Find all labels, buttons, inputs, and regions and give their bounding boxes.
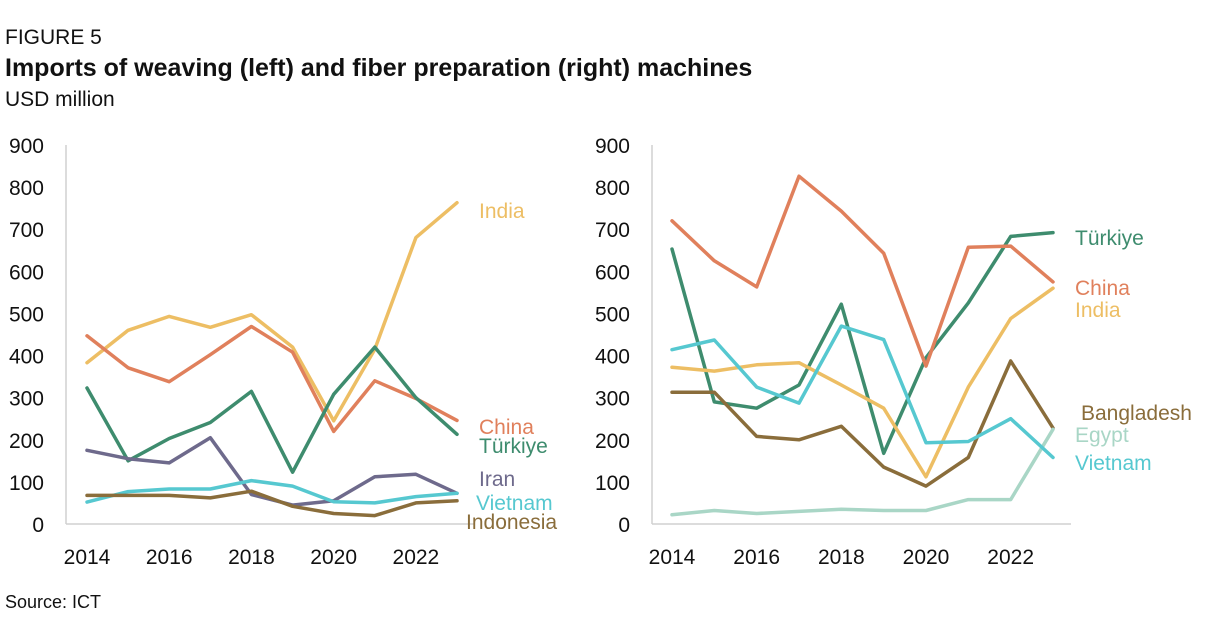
y-tick-label: 900 <box>9 135 44 158</box>
series-label-iran: Iran <box>479 468 515 491</box>
x-tick-label: 2018 <box>228 546 275 569</box>
x-tick-label: 2014 <box>649 546 696 569</box>
y-tick-label: 900 <box>595 135 630 158</box>
weaving-chart: 0 100 200 300 400 500 600 700 800 900 2014 2016 2018… <box>9 135 557 569</box>
y-tick-label: 0 <box>32 514 44 537</box>
series-line-turkiye <box>85 345 459 474</box>
x-tick-label: 2020 <box>310 546 357 569</box>
figure-label: FIGURE 5 <box>5 26 102 49</box>
series-line-vietnam <box>670 324 1055 460</box>
series-line-turkiye <box>670 230 1055 456</box>
source-note: Source: ICT <box>5 592 102 612</box>
y-tick-label: 100 <box>9 472 44 495</box>
figure-title: Imports of weaving (left) and fiber prep… <box>5 54 753 82</box>
y-tick-label: 600 <box>595 261 630 284</box>
series-label-bangladesh: Bangladesh <box>1081 402 1192 425</box>
y-tick-label: 200 <box>595 430 630 453</box>
series-line-egypt <box>670 427 1055 517</box>
x-tick-label: 2016 <box>733 546 780 569</box>
fiber-preparation-chart: 0 100 200 300 400 500 600 700 800 900 2014 2016 2018… <box>595 135 1192 569</box>
x-tick-label: 2020 <box>903 546 950 569</box>
series-label-turkiye: Türkiye <box>479 435 548 458</box>
y-tick-label: 800 <box>9 177 44 200</box>
series-label-turkiye: Türkiye <box>1075 227 1144 250</box>
x-tick-label: 2018 <box>818 546 865 569</box>
y-tick-label: 700 <box>9 219 44 242</box>
x-tick-label: 2022 <box>393 546 440 569</box>
x-tick-label: 2014 <box>64 546 111 569</box>
y-tick-label: 300 <box>595 388 630 411</box>
series-line-indonesia <box>85 489 459 518</box>
figure-subtitle: USD million <box>5 88 115 111</box>
y-tick-label: 200 <box>9 430 44 453</box>
series-label-china: China <box>479 416 534 439</box>
series-line-bangladesh <box>670 359 1055 488</box>
series-line-vietnam <box>85 478 459 505</box>
y-tick-label: 500 <box>595 303 630 326</box>
series-line-india <box>670 286 1055 479</box>
series-label-vietnam: Vietnam <box>476 492 553 515</box>
series-line-india <box>85 200 459 423</box>
series-label-vietnam: Vietnam <box>1075 452 1152 475</box>
x-tick-label: 2022 <box>987 546 1034 569</box>
series-label-china: China <box>1075 277 1130 300</box>
y-tick-label: 0 <box>618 514 630 537</box>
series-label-india: India <box>1075 299 1121 322</box>
series-label-indonesia: Indonesia <box>466 511 557 534</box>
y-tick-label: 100 <box>595 472 630 495</box>
series-label-india: India <box>479 200 525 223</box>
y-tick-label: 400 <box>595 346 630 369</box>
y-tick-label: 600 <box>9 261 44 284</box>
y-tick-label: 500 <box>9 303 44 326</box>
y-tick-label: 300 <box>9 388 44 411</box>
series-line-china <box>670 174 1055 368</box>
series-label-egypt: Egypt <box>1075 424 1129 447</box>
y-tick-label: 400 <box>9 346 44 369</box>
x-tick-label: 2016 <box>146 546 193 569</box>
series-line-china <box>85 324 459 434</box>
y-tick-label: 800 <box>595 177 630 200</box>
y-tick-label: 700 <box>595 219 630 242</box>
